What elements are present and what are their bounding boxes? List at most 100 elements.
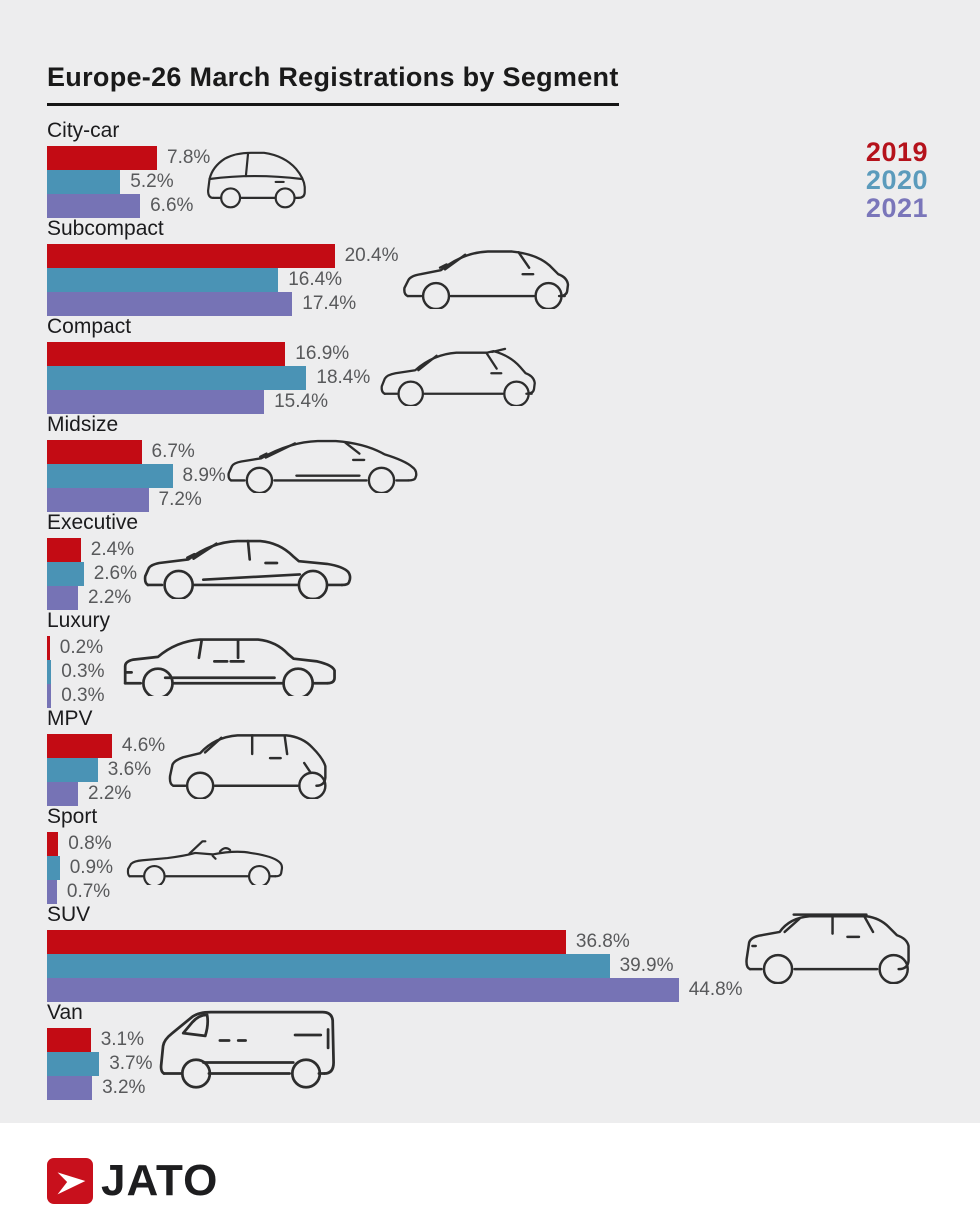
bar-value: 7.8% <box>167 147 211 168</box>
bar-line-2019: 16.9% <box>47 342 349 366</box>
legend-2019: 2019 <box>865 137 928 167</box>
bar-value: 5.2% <box>130 171 174 192</box>
bar-2021 <box>47 488 149 512</box>
bar-2019 <box>47 244 335 268</box>
bar-line-2021: 3.2% <box>47 1076 145 1100</box>
bar-line-2020: 2.6% <box>47 562 137 586</box>
bar-value: 20.4% <box>344 245 399 266</box>
bar-value: 2.4% <box>90 539 135 560</box>
bar-line-2019: 4.6% <box>47 734 165 758</box>
segment-row-midsize: Midsize 6.7% 8.9% 7.2% <box>0 412 980 512</box>
bar-value: 8.9% <box>182 465 226 486</box>
bar-2020 <box>47 464 173 488</box>
bar-line-2021: 15.4% <box>47 390 328 414</box>
city-car-icon <box>203 147 312 211</box>
bar-line-2019: 20.4% <box>47 244 398 268</box>
segment-row-van: Van 3.1% 3.7% 3.2% <box>0 1000 980 1100</box>
midsize-car-icon <box>225 430 423 495</box>
segment-label: MPV <box>47 707 93 730</box>
bar-2021 <box>47 586 78 610</box>
executive-car-icon <box>141 527 362 601</box>
bar-value: 3.2% <box>102 1077 146 1098</box>
jato-arrow-icon <box>47 1158 93 1204</box>
bar-line-2019: 0.2% <box>47 636 103 660</box>
sport-car-icon <box>125 834 293 888</box>
segment-label: Subcompact <box>47 217 164 240</box>
bar-2021 <box>47 1076 93 1100</box>
bar-line-2020: 5.2% <box>47 170 174 194</box>
segment-label: Executive <box>47 511 139 534</box>
bar-value: 0.2% <box>59 637 104 658</box>
bar-2020 <box>47 366 307 390</box>
segment-row-compact: Compact 16.9% 18.4% 15.4% <box>0 314 980 414</box>
bar-value: 0.8% <box>68 833 112 854</box>
chart-area: City-car 7.8% 5.2% 6.6% Subcompact 20.4% 16.4%… <box>0 118 980 1100</box>
bar-2019 <box>47 538 81 562</box>
bar-value: 0.3% <box>61 661 105 682</box>
bar-value: 3.1% <box>100 1029 144 1050</box>
bar-line-2021: 6.6% <box>47 194 193 218</box>
bar-value: 2.6% <box>93 563 137 584</box>
segment-row-executive: Executive 2.4% 2.6% 2.2% <box>0 510 980 610</box>
bar-line-2020: 39.9% <box>47 954 673 978</box>
bar-2021 <box>47 978 679 1002</box>
bar-2019 <box>47 440 142 464</box>
bar-2020 <box>47 856 60 880</box>
segment-row-suv: SUV 36.8% 39.9% 44.8% <box>0 902 980 1002</box>
mpv-car-icon <box>166 727 353 800</box>
bar-line-2020: 0.9% <box>47 856 113 880</box>
bar-value: 2.2% <box>88 783 132 804</box>
bar-value: 44.8% <box>688 979 743 1000</box>
suv-car-icon <box>742 908 933 985</box>
bar-2020 <box>47 758 98 782</box>
van-icon <box>157 1002 369 1090</box>
legend-2020: 2020 <box>865 165 928 195</box>
segment-row-city-car: City-car 7.8% 5.2% 6.6% <box>0 118 980 218</box>
compact-car-icon <box>378 342 553 408</box>
bar-value: 16.9% <box>295 343 350 364</box>
bar-2020 <box>47 660 52 684</box>
bar-line-2021: 0.3% <box>47 684 105 708</box>
bar-value: 7.2% <box>158 489 202 510</box>
bar-2020 <box>47 562 84 586</box>
bar-line-2020: 0.3% <box>47 660 105 684</box>
luxury-car-icon <box>119 625 348 700</box>
bar-value: 4.6% <box>121 735 166 756</box>
bar-line-2020: 3.6% <box>47 758 151 782</box>
legend: 2019 2020 2021 <box>866 138 928 222</box>
segment-label: Compact <box>47 315 132 338</box>
segment-row-sport: Sport 0.8% 0.9% 0.7% <box>0 804 980 904</box>
segment-label: Van <box>47 1001 83 1024</box>
bar-2020 <box>47 1052 100 1076</box>
bar-2020 <box>47 170 121 194</box>
jato-logo: JATO <box>47 1156 218 1206</box>
bar-2021 <box>47 390 265 414</box>
bar-line-2019: 7.8% <box>47 146 210 170</box>
bar-value: 2.2% <box>88 587 132 608</box>
bar-2019 <box>47 734 112 758</box>
bar-2021 <box>47 880 57 904</box>
bar-line-2021: 0.7% <box>47 880 110 904</box>
bar-line-2020: 8.9% <box>47 464 226 488</box>
chart-title: Europe-26 March Registrations by Segment <box>47 62 619 107</box>
bar-value: 0.9% <box>69 857 113 878</box>
bar-2020 <box>47 954 610 978</box>
segment-row-luxury: Luxury 0.2% 0.3% 0.3% <box>0 608 980 708</box>
footer: JATO <box>0 1123 980 1231</box>
bar-value: 0.7% <box>66 881 111 902</box>
bar-2019 <box>47 146 157 170</box>
bar-line-2019: 3.1% <box>47 1028 144 1052</box>
bar-line-2021: 2.2% <box>47 782 131 806</box>
bar-line-2019: 0.8% <box>47 832 112 856</box>
segment-label: SUV <box>47 903 91 926</box>
segment-label: Luxury <box>47 609 111 632</box>
bar-line-2021: 44.8% <box>47 978 743 1002</box>
bar-line-2021: 17.4% <box>47 292 356 316</box>
segment-row-mpv: MPV 4.6% 3.6% 2.2% <box>0 706 980 806</box>
bar-value: 18.4% <box>316 367 371 388</box>
bar-value: 6.7% <box>151 441 195 462</box>
bar-value: 16.4% <box>288 269 343 290</box>
bar-2019 <box>47 342 286 366</box>
bar-2020 <box>47 268 279 292</box>
